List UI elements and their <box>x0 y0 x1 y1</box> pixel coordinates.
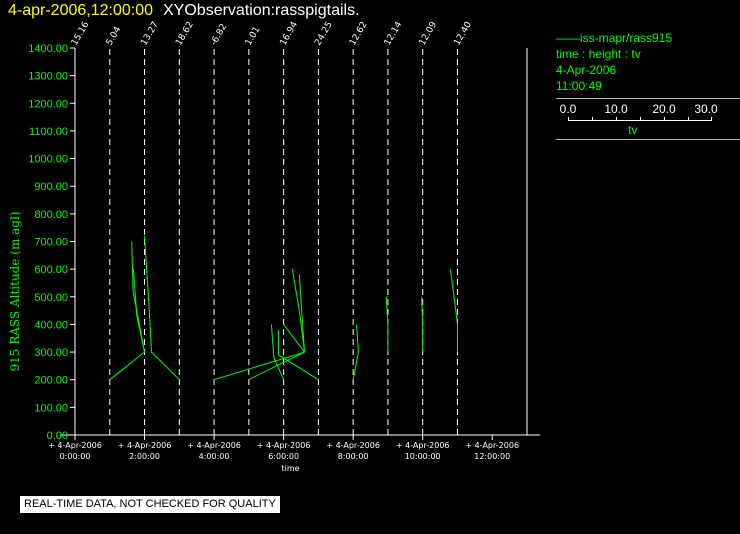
x-tick-label-date: + 4-Apr-2006 <box>118 441 172 450</box>
data-series-line <box>109 241 146 381</box>
data-series-line <box>277 330 319 381</box>
profile-label: 12.09 <box>418 20 440 48</box>
data-series-line <box>248 324 306 381</box>
profile-label: -6.82 <box>209 22 229 47</box>
y-tick-label: 1100.00 <box>29 126 68 138</box>
profile-label: 18.62 <box>174 20 196 47</box>
x-tick-label-time: 2:00:00 <box>129 452 160 461</box>
profile-label: 13.27 <box>139 20 161 47</box>
legend-time: 11:00:49 <box>556 79 602 93</box>
data-series-line <box>352 324 359 380</box>
colorbar-tick-label: 0.0 <box>559 102 577 116</box>
y-axis-label: 915 RASS Altitude (m agl) <box>8 211 22 371</box>
data-series-line <box>213 274 306 381</box>
colorbar: 0.0 10.0 20.0 30.0 tv <box>556 102 740 137</box>
data-series-line <box>421 296 424 353</box>
profile-label: 1.01 <box>244 25 263 47</box>
legend-variables: time : height : tv <box>556 47 641 61</box>
data-series-line <box>144 235 180 381</box>
legend-series-label: ——iss-mapr/rass915 <box>556 31 673 45</box>
colorbar-tick-label: 10.0 <box>604 102 628 116</box>
y-tick-label: 1200.00 <box>28 98 68 110</box>
y-tick-label: 1000.00 <box>28 154 68 166</box>
y-tick-label: 0.00 <box>47 430 68 442</box>
colorbar-tick <box>568 117 569 121</box>
quality-notice: REAL-TIME DATA, NOT CHECKED FOR QUALITY <box>20 496 280 513</box>
profile-label: 12.14 <box>383 20 405 48</box>
data-series-line <box>270 324 285 380</box>
x-axis-label: time <box>282 464 300 473</box>
colorbar-label: tv <box>628 123 638 137</box>
y-tick-label: 700.00 <box>34 237 68 249</box>
x-tick-label-time: 10:00:00 <box>405 452 441 461</box>
y-tick-label: 300.00 <box>34 347 68 359</box>
colorbar-tick <box>616 117 617 121</box>
y-tick-label: 1300.00 <box>28 71 68 83</box>
profile-label: 16.94 <box>279 20 301 48</box>
x-tick-label-time: 12:00:00 <box>474 452 510 461</box>
x-tick-label-date: + 4-Apr-2006 <box>187 441 241 450</box>
x-tick-label-date: + 4-Apr-2006 <box>396 441 450 450</box>
colorbar-tick <box>711 117 712 121</box>
x-tick-label-time: 4:00:00 <box>199 452 230 461</box>
y-tick-label: 900.00 <box>34 181 68 193</box>
data-series-line <box>291 269 305 353</box>
x-tick-label-time: 8:00:00 <box>338 452 369 461</box>
colorbar-tick <box>640 117 641 121</box>
colorbar-tick <box>592 117 593 121</box>
colorbar-tick-label: 20.0 <box>652 102 676 116</box>
profile-label: 12.40 <box>452 20 474 48</box>
profile-label: 24.25 <box>313 20 335 47</box>
profile-label: 15.16 <box>70 20 92 48</box>
y-tick-label: 800.00 <box>34 209 68 221</box>
y-tick-label: 500.00 <box>34 292 68 304</box>
legend-divider <box>556 139 740 140</box>
title-observation: XYObservation:rasspigtails. <box>163 2 360 19</box>
data-series-line <box>132 269 145 353</box>
colorbar-tick <box>664 117 665 121</box>
legend-panel: ——iss-mapr/rass915 time : height : tv 4-… <box>556 30 740 143</box>
title-timestamp: 4-apr-2006,12:00:00 <box>8 2 153 19</box>
x-tick-label-time: 6:00:00 <box>268 452 299 461</box>
x-tick-label-time: 0:00:00 <box>60 452 91 461</box>
x-tick-label-date: + 4-Apr-2006 <box>465 441 519 450</box>
y-tick-label: 400.00 <box>34 319 68 331</box>
profile-label: 5.04 <box>105 25 124 48</box>
data-series-line <box>385 296 389 353</box>
y-tick-label: 200.00 <box>34 375 68 387</box>
chart-plot: 15.16 5.04 13.27 18.62 -6.82 1.01 16.94 24.25 12… <box>8 20 540 473</box>
profile-label: 12.62 <box>348 20 370 47</box>
y-tick-label: 1400.00 <box>28 43 68 55</box>
chart-title: 4-apr-2006,12:00:00 XYObservation:rasspig… <box>8 2 360 20</box>
y-tick-label: 100.00 <box>34 402 68 414</box>
legend-divider <box>556 98 740 99</box>
y-tick-label: 600.00 <box>34 264 68 276</box>
legend-date: 4-Apr-2006 <box>556 63 617 77</box>
data-series-line <box>450 269 458 353</box>
colorbar-tick <box>688 117 689 121</box>
x-tick-label-date: + 4-Apr-2006 <box>326 441 380 450</box>
x-tick-label-date: + 4-Apr-2006 <box>257 441 311 450</box>
colorbar-tick-label: 30.0 <box>694 102 718 116</box>
x-tick-label-date: + 4-Apr-2006 <box>48 441 102 450</box>
